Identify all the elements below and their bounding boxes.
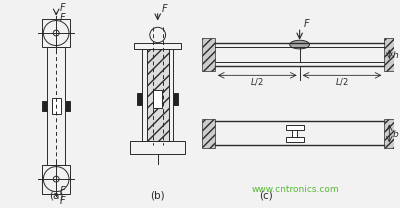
- Ellipse shape: [290, 40, 310, 49]
- Bar: [134, 43, 181, 49]
- Bar: [47, 47, 65, 165]
- Bar: [52, 98, 61, 114]
- Text: www.cntronics.com: www.cntronics.com: [252, 184, 340, 193]
- Bar: [42, 165, 70, 193]
- Text: (b): (b): [150, 190, 165, 200]
- Bar: [65, 101, 70, 111]
- Bar: [202, 38, 215, 71]
- Text: (c): (c): [259, 190, 273, 200]
- Text: $F$: $F$: [59, 184, 67, 197]
- Bar: [286, 137, 304, 142]
- Bar: [292, 130, 297, 137]
- Bar: [130, 141, 185, 154]
- Bar: [384, 119, 397, 148]
- Text: $F$: $F$: [161, 2, 168, 14]
- Text: $F$: $F$: [59, 1, 67, 13]
- Text: $L/2$: $L/2$: [250, 76, 264, 87]
- Text: $F$: $F$: [303, 17, 310, 29]
- Text: $b$: $b$: [392, 128, 400, 139]
- Bar: [286, 125, 304, 130]
- Text: (a): (a): [49, 190, 63, 200]
- Text: $F$: $F$: [59, 193, 67, 206]
- Bar: [153, 90, 162, 108]
- Bar: [142, 49, 174, 141]
- Bar: [42, 101, 47, 111]
- Bar: [384, 38, 397, 71]
- Text: $h$: $h$: [392, 49, 399, 60]
- Bar: [137, 93, 142, 105]
- Bar: [42, 19, 70, 47]
- Bar: [147, 49, 168, 141]
- Text: $L/2$: $L/2$: [335, 76, 349, 87]
- Bar: [202, 119, 215, 148]
- Text: $F$: $F$: [59, 11, 67, 23]
- Bar: [174, 93, 178, 105]
